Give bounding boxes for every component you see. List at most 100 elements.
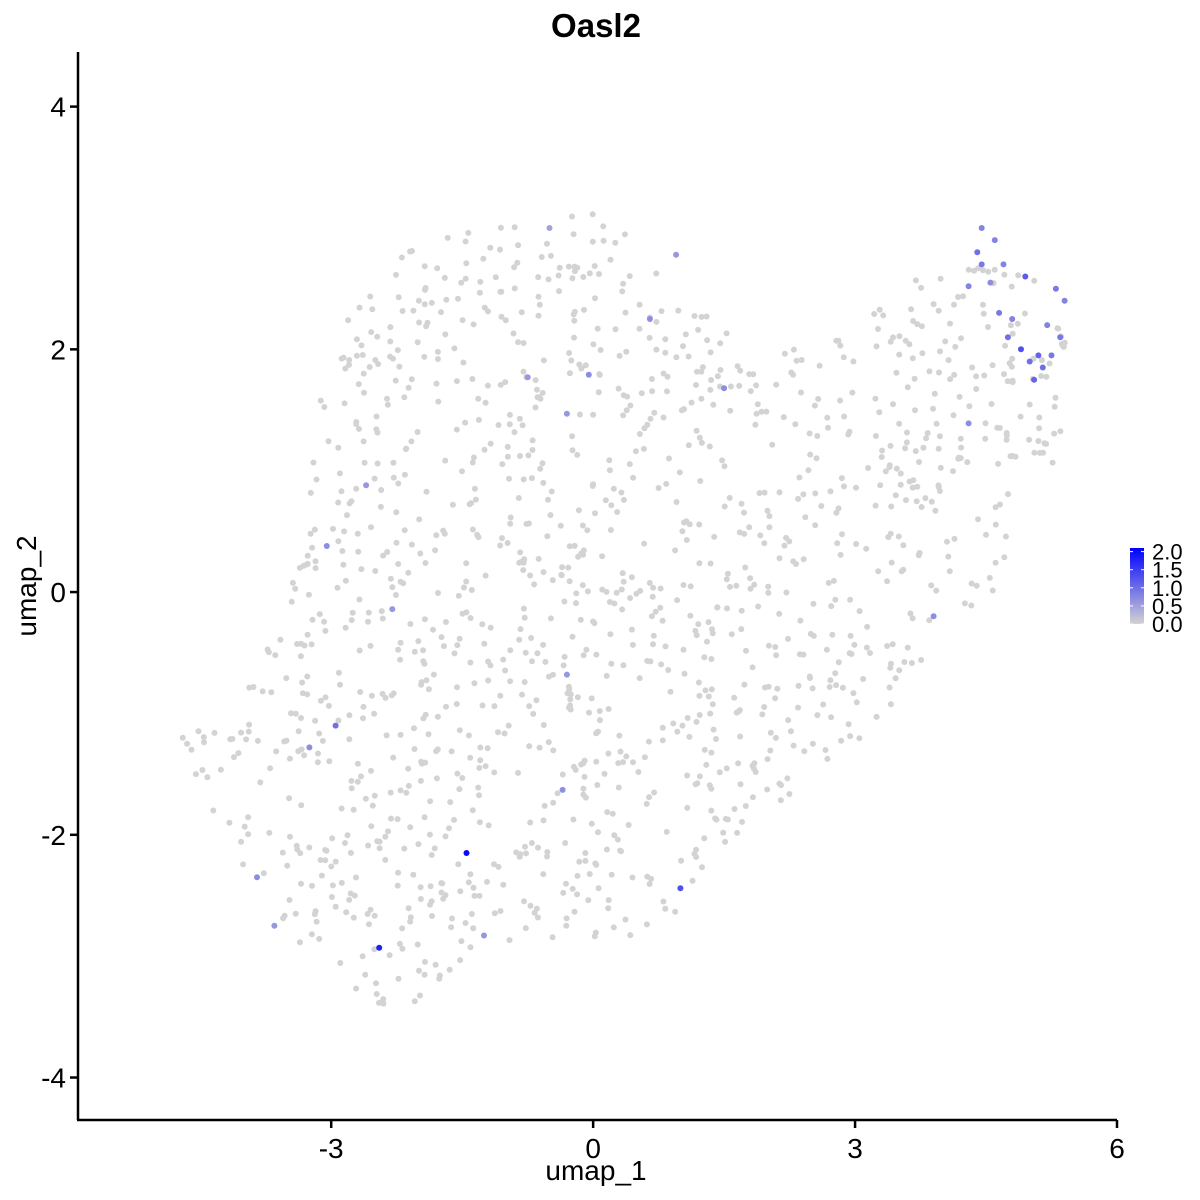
- cell-point: [423, 677, 430, 684]
- cell-point: [574, 891, 581, 898]
- cell-point: [761, 540, 768, 547]
- expressing-cell-point: [646, 316, 653, 322]
- cell-point: [607, 256, 614, 263]
- cell-point: [266, 829, 273, 836]
- cell-point: [536, 744, 543, 751]
- cell-point: [540, 817, 547, 824]
- cell-point: [790, 346, 797, 353]
- cell-point: [353, 336, 360, 343]
- cell-point: [487, 624, 494, 631]
- cell-point: [806, 673, 813, 680]
- cell-point: [459, 775, 466, 781]
- cell-point: [630, 474, 637, 481]
- cell-point: [379, 615, 386, 622]
- cell-point: [723, 576, 730, 583]
- cell-point: [832, 596, 839, 603]
- cell-point: [401, 527, 408, 534]
- cell-point: [737, 733, 744, 740]
- cell-point: [780, 414, 787, 421]
- cell-point: [358, 566, 365, 573]
- cell-point: [339, 548, 346, 554]
- cell-point: [475, 416, 482, 423]
- cell-point: [658, 308, 665, 315]
- cell-point: [515, 339, 522, 346]
- cell-point: [672, 908, 679, 915]
- cell-point: [534, 914, 541, 921]
- cell-point: [395, 869, 402, 876]
- cell-point: [968, 580, 975, 587]
- cell-point: [378, 487, 385, 493]
- cell-point: [820, 701, 827, 708]
- cell-point: [1052, 394, 1059, 401]
- cell-point: [593, 758, 600, 765]
- cell-point: [620, 496, 627, 503]
- cell-point: [679, 528, 686, 535]
- cell-point: [707, 710, 714, 717]
- cell-point: [421, 616, 428, 623]
- cell-point: [753, 382, 760, 389]
- cell-point: [279, 849, 286, 856]
- cell-point: [436, 975, 443, 982]
- cell-point: [873, 343, 880, 350]
- cell-point: [482, 399, 489, 406]
- cell-point: [937, 275, 944, 282]
- cell-point: [569, 213, 575, 220]
- cell-point: [615, 784, 622, 791]
- cell-point: [802, 514, 809, 521]
- cell-point: [795, 682, 802, 689]
- cell-point: [772, 695, 779, 702]
- cell-point: [515, 769, 521, 776]
- cell-point: [322, 694, 329, 701]
- cell-point: [848, 651, 855, 657]
- cell-point: [444, 234, 451, 241]
- cell-point: [556, 288, 562, 295]
- cell-point: [403, 789, 410, 796]
- cell-point: [822, 747, 829, 753]
- cell-point: [458, 938, 465, 945]
- cell-point: [1009, 379, 1016, 386]
- cell-point: [217, 766, 224, 773]
- cell-point: [371, 792, 378, 799]
- cell-point: [591, 933, 598, 940]
- cell-point: [384, 549, 391, 555]
- cell-point: [667, 688, 674, 695]
- cell-point: [968, 602, 975, 609]
- cell-point: [584, 588, 591, 595]
- cell-point: [526, 743, 533, 750]
- cell-point: [809, 685, 816, 692]
- cell-point: [563, 915, 570, 922]
- cell-point: [380, 996, 387, 1003]
- cell-point: [758, 408, 765, 415]
- cell-point: [360, 715, 366, 722]
- cell-point: [328, 894, 335, 900]
- cell-point: [544, 240, 550, 247]
- cell-point: [371, 946, 378, 953]
- cell-point: [864, 623, 871, 630]
- cell-point: [540, 569, 547, 576]
- cell-point: [847, 632, 854, 639]
- cell-point: [960, 293, 966, 300]
- cell-point: [476, 289, 483, 296]
- cell-point: [882, 468, 889, 475]
- cell-point: [908, 306, 915, 313]
- cell-point: [833, 337, 840, 344]
- cell-point: [368, 692, 375, 699]
- cell-point: [709, 626, 715, 633]
- cell-point: [793, 561, 799, 567]
- cell-point: [557, 522, 564, 529]
- cell-point: [918, 657, 925, 663]
- cell-point: [595, 728, 601, 735]
- cell-point: [355, 381, 362, 388]
- cell-point: [393, 509, 400, 516]
- cell-point: [254, 737, 261, 744]
- cell-point: [366, 364, 373, 370]
- cell-point: [565, 564, 572, 571]
- cell-point: [504, 443, 511, 450]
- cell-point: [951, 535, 958, 542]
- cell-point: [422, 958, 428, 965]
- cell-point: [890, 401, 896, 408]
- cell-point: [714, 373, 721, 380]
- cell-point: [880, 312, 887, 319]
- cell-point: [580, 274, 587, 280]
- cell-point: [468, 911, 475, 917]
